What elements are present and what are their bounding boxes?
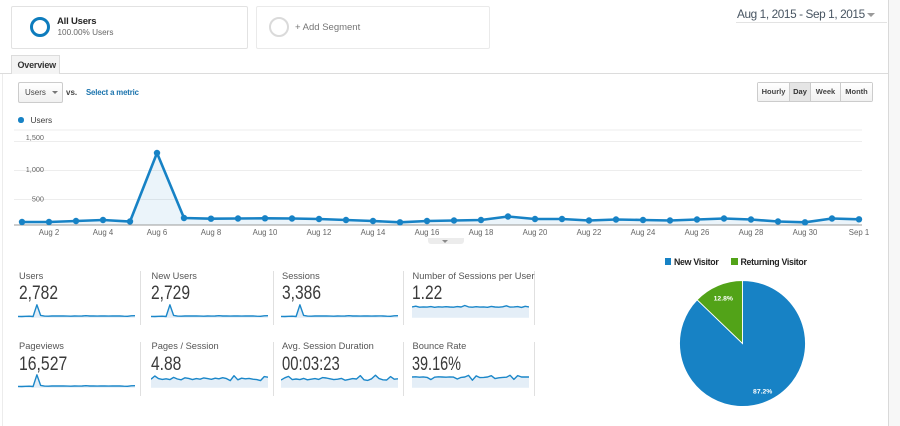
svg-text:500: 500	[32, 195, 44, 204]
svg-text:12.8%: 12.8%	[714, 296, 733, 303]
svg-text:87.2%: 87.2%	[753, 388, 772, 395]
svg-text:1,000: 1,000	[26, 165, 44, 174]
svg-text:1,500: 1,500	[26, 133, 44, 142]
